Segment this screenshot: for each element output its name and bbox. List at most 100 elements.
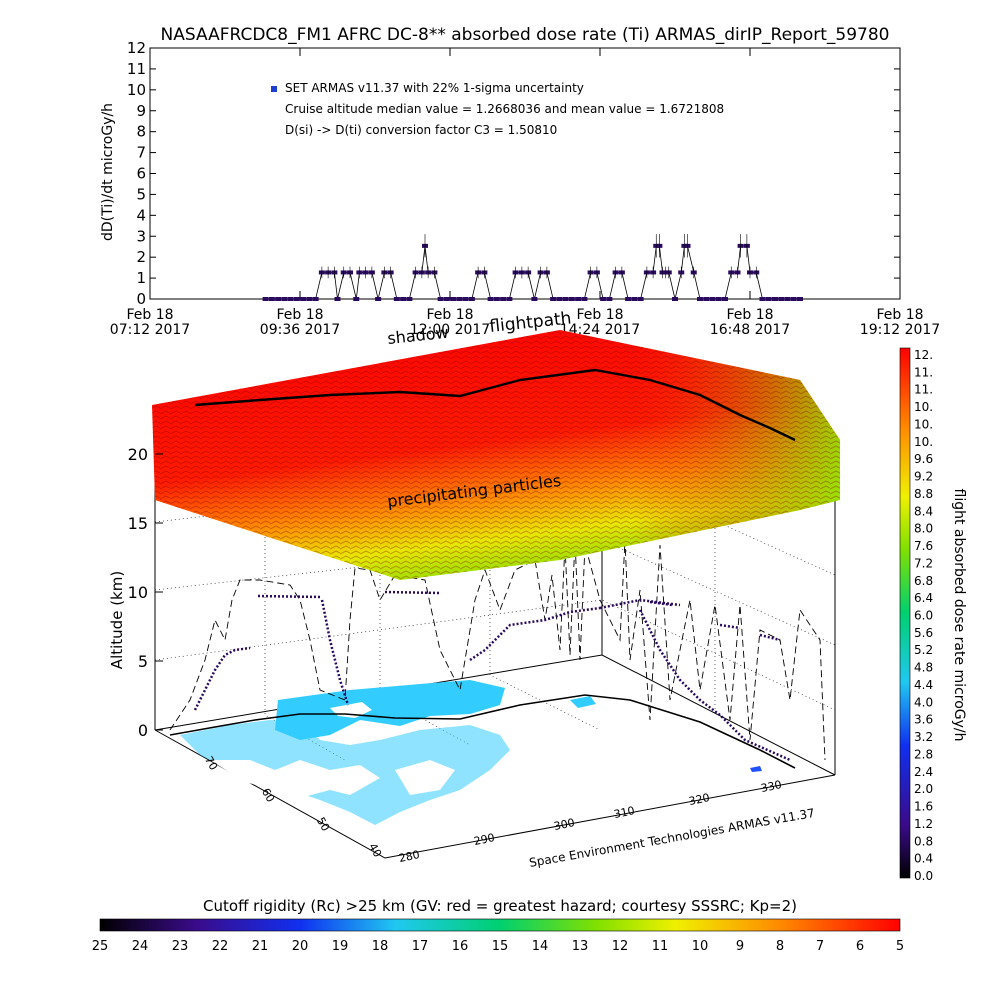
dose-rate-point [353, 297, 360, 301]
y-tick-label: 7 [136, 144, 146, 162]
dose-rate-point [293, 297, 300, 301]
rigidity-colorbar-tick-label: 8 [776, 939, 784, 954]
dose-rate-point [281, 297, 288, 301]
rigidity-colorbar-tick-label: 9 [736, 939, 744, 954]
x-tick-label-date: Feb 18 [876, 307, 923, 323]
land-mass [210, 760, 380, 798]
main-title: NASAAFRCDC8_FM1 AFRC DC-8** absorbed dos… [161, 25, 890, 45]
dose-rate-point [393, 297, 400, 301]
y-tick-label: 10 [127, 81, 146, 99]
island-2 [750, 766, 762, 772]
dose-rate-point [493, 297, 500, 301]
x-tick-label-time: 16:48 2017 [710, 322, 790, 338]
dose-rate-point [759, 297, 766, 301]
rigidity-colorbar-tick-label: 13 [572, 939, 589, 954]
dose-sheet-texture [152, 330, 840, 580]
dose-colorbar-tick-label: 0.0 [914, 869, 933, 883]
rigidity-colorbar-tick-label: 18 [372, 939, 389, 954]
dose-rate-point [268, 297, 275, 301]
dose-rate-point [703, 297, 710, 301]
dose-colorbar-tick-label: 12. [914, 348, 933, 362]
z-tick-label: 10 [128, 583, 148, 602]
dose-rate-series [262, 234, 803, 301]
dose-rate-point [709, 297, 716, 301]
dose-colorbar-tick-label: 9.6 [914, 452, 933, 466]
dose-rate-point [568, 297, 575, 301]
dose-rate-point [637, 297, 644, 301]
z-tick-label: 20 [128, 445, 148, 464]
rigidity-colorbar-tick-label: 24 [132, 939, 149, 954]
dose-rate-point [300, 297, 307, 301]
rigidity-colorbar-tick-label: 14 [532, 939, 549, 954]
dose-rate-point [500, 297, 507, 301]
z-tick-label: 15 [128, 514, 148, 533]
dose-rate-point [462, 297, 469, 301]
rigidity-colorbar [99, 918, 901, 932]
annotation-shadow: shadow [386, 323, 449, 348]
x-tick-label-date: Feb 18 [726, 307, 773, 323]
y-tick-label: 11 [127, 60, 146, 78]
longitude-tick-label: 310 [613, 804, 636, 821]
rigidity-colorbar-tick-label: 5 [896, 939, 904, 954]
rigidity-colorbar-tick-label: 10 [692, 939, 709, 954]
3d-flight-plot: shadow flightpath precipitating particle… [108, 308, 840, 870]
dose-colorbar-tick-label: 11. [914, 383, 933, 397]
dose-rate-point [450, 297, 457, 301]
x-tick-label-time: 07:12 2017 [110, 322, 190, 338]
y-tick-label: 1 [136, 269, 146, 287]
x-tick-label-date: Feb 18 [126, 307, 173, 323]
dose-rate-point [562, 297, 569, 301]
dose-colorbar-tick-label: 4.4 [914, 678, 933, 692]
latitude-ticks: 70 60 50 40 [202, 754, 384, 860]
rigidity-colorbar-tick-label: 12 [612, 939, 629, 954]
dose-rate-point [531, 297, 538, 301]
dose-colorbar-tick-label: 9.2 [914, 470, 933, 484]
rigidity-colorbar-tick-label: 19 [332, 939, 349, 954]
z-tick-label: 5 [138, 652, 148, 671]
dose-colorbar-tick-label: 11. [914, 365, 933, 379]
dose-colorbar-tick-label: 3.2 [914, 730, 933, 744]
x-tick-label-time: 09:36 2017 [260, 322, 340, 338]
dose-rate-point [778, 297, 785, 301]
dose-colorbar-tick-label: 4.8 [914, 661, 933, 675]
longitude-tick-label: 290 [473, 831, 496, 848]
dose-colorbar-tick-label: 1.2 [914, 817, 933, 831]
dose-colorbar [899, 347, 911, 879]
dose-colorbar-tick-label: 10. [914, 417, 933, 431]
dose-colorbar-tick-label: 5.6 [914, 626, 933, 640]
y-tick-label: 2 [136, 248, 146, 266]
dose-rate-point [287, 297, 294, 301]
dose-rate-point [406, 297, 413, 301]
dose-rate-point [784, 297, 791, 301]
z-axis-ticks: 0 5 10 15 20 [128, 445, 163, 740]
y-tick-label: 9 [136, 102, 146, 120]
dose-rate-point [375, 297, 382, 301]
x-tick-label-time: 12:00 2017 [410, 322, 490, 338]
rigidity-colorbar-tick-label: 7 [816, 939, 824, 954]
dose-rate-point [437, 297, 444, 301]
latitude-tick-label: 60 [259, 786, 277, 805]
dose-colorbar-tick-label: 5.2 [914, 643, 933, 657]
flight-altitude-track [193, 590, 791, 762]
x-tick-label-date: Feb 18 [426, 307, 473, 323]
dose-rate-point [765, 297, 772, 301]
z-tick-label: 0 [138, 721, 148, 740]
dose-rate-point [487, 297, 494, 301]
rigidity-colorbar-tick-label: 23 [172, 939, 189, 954]
dose-rate-point [575, 297, 582, 301]
longitude-tick-label: 330 [760, 778, 783, 795]
dose-rate-point [625, 297, 632, 301]
legend-line-1: SET ARMAS v11.37 with 22% 1-sigma uncert… [285, 81, 584, 95]
dose-colorbar-tick-label: 8.0 [914, 522, 933, 536]
longitude-ticks: 280 290 300 310 320 330 [398, 778, 783, 865]
dose-rate-point [697, 297, 703, 301]
rigidity-colorbar-tick-label: 15 [492, 939, 509, 954]
dose-colorbar-tick-label: 7.6 [914, 539, 933, 553]
y-tick-label: 5 [136, 185, 146, 203]
latitude-tick-label: 50 [314, 815, 332, 834]
x-tick-label-time: 19:12 2017 [860, 322, 940, 338]
rigidity-colorbar-tick-label: 11 [652, 939, 669, 954]
dose-colorbar-tick-label: 6.0 [914, 609, 933, 623]
